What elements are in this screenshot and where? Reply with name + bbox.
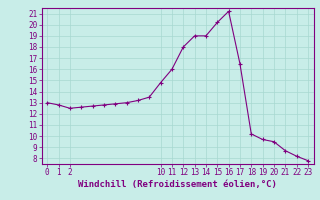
X-axis label: Windchill (Refroidissement éolien,°C): Windchill (Refroidissement éolien,°C): [78, 180, 277, 189]
